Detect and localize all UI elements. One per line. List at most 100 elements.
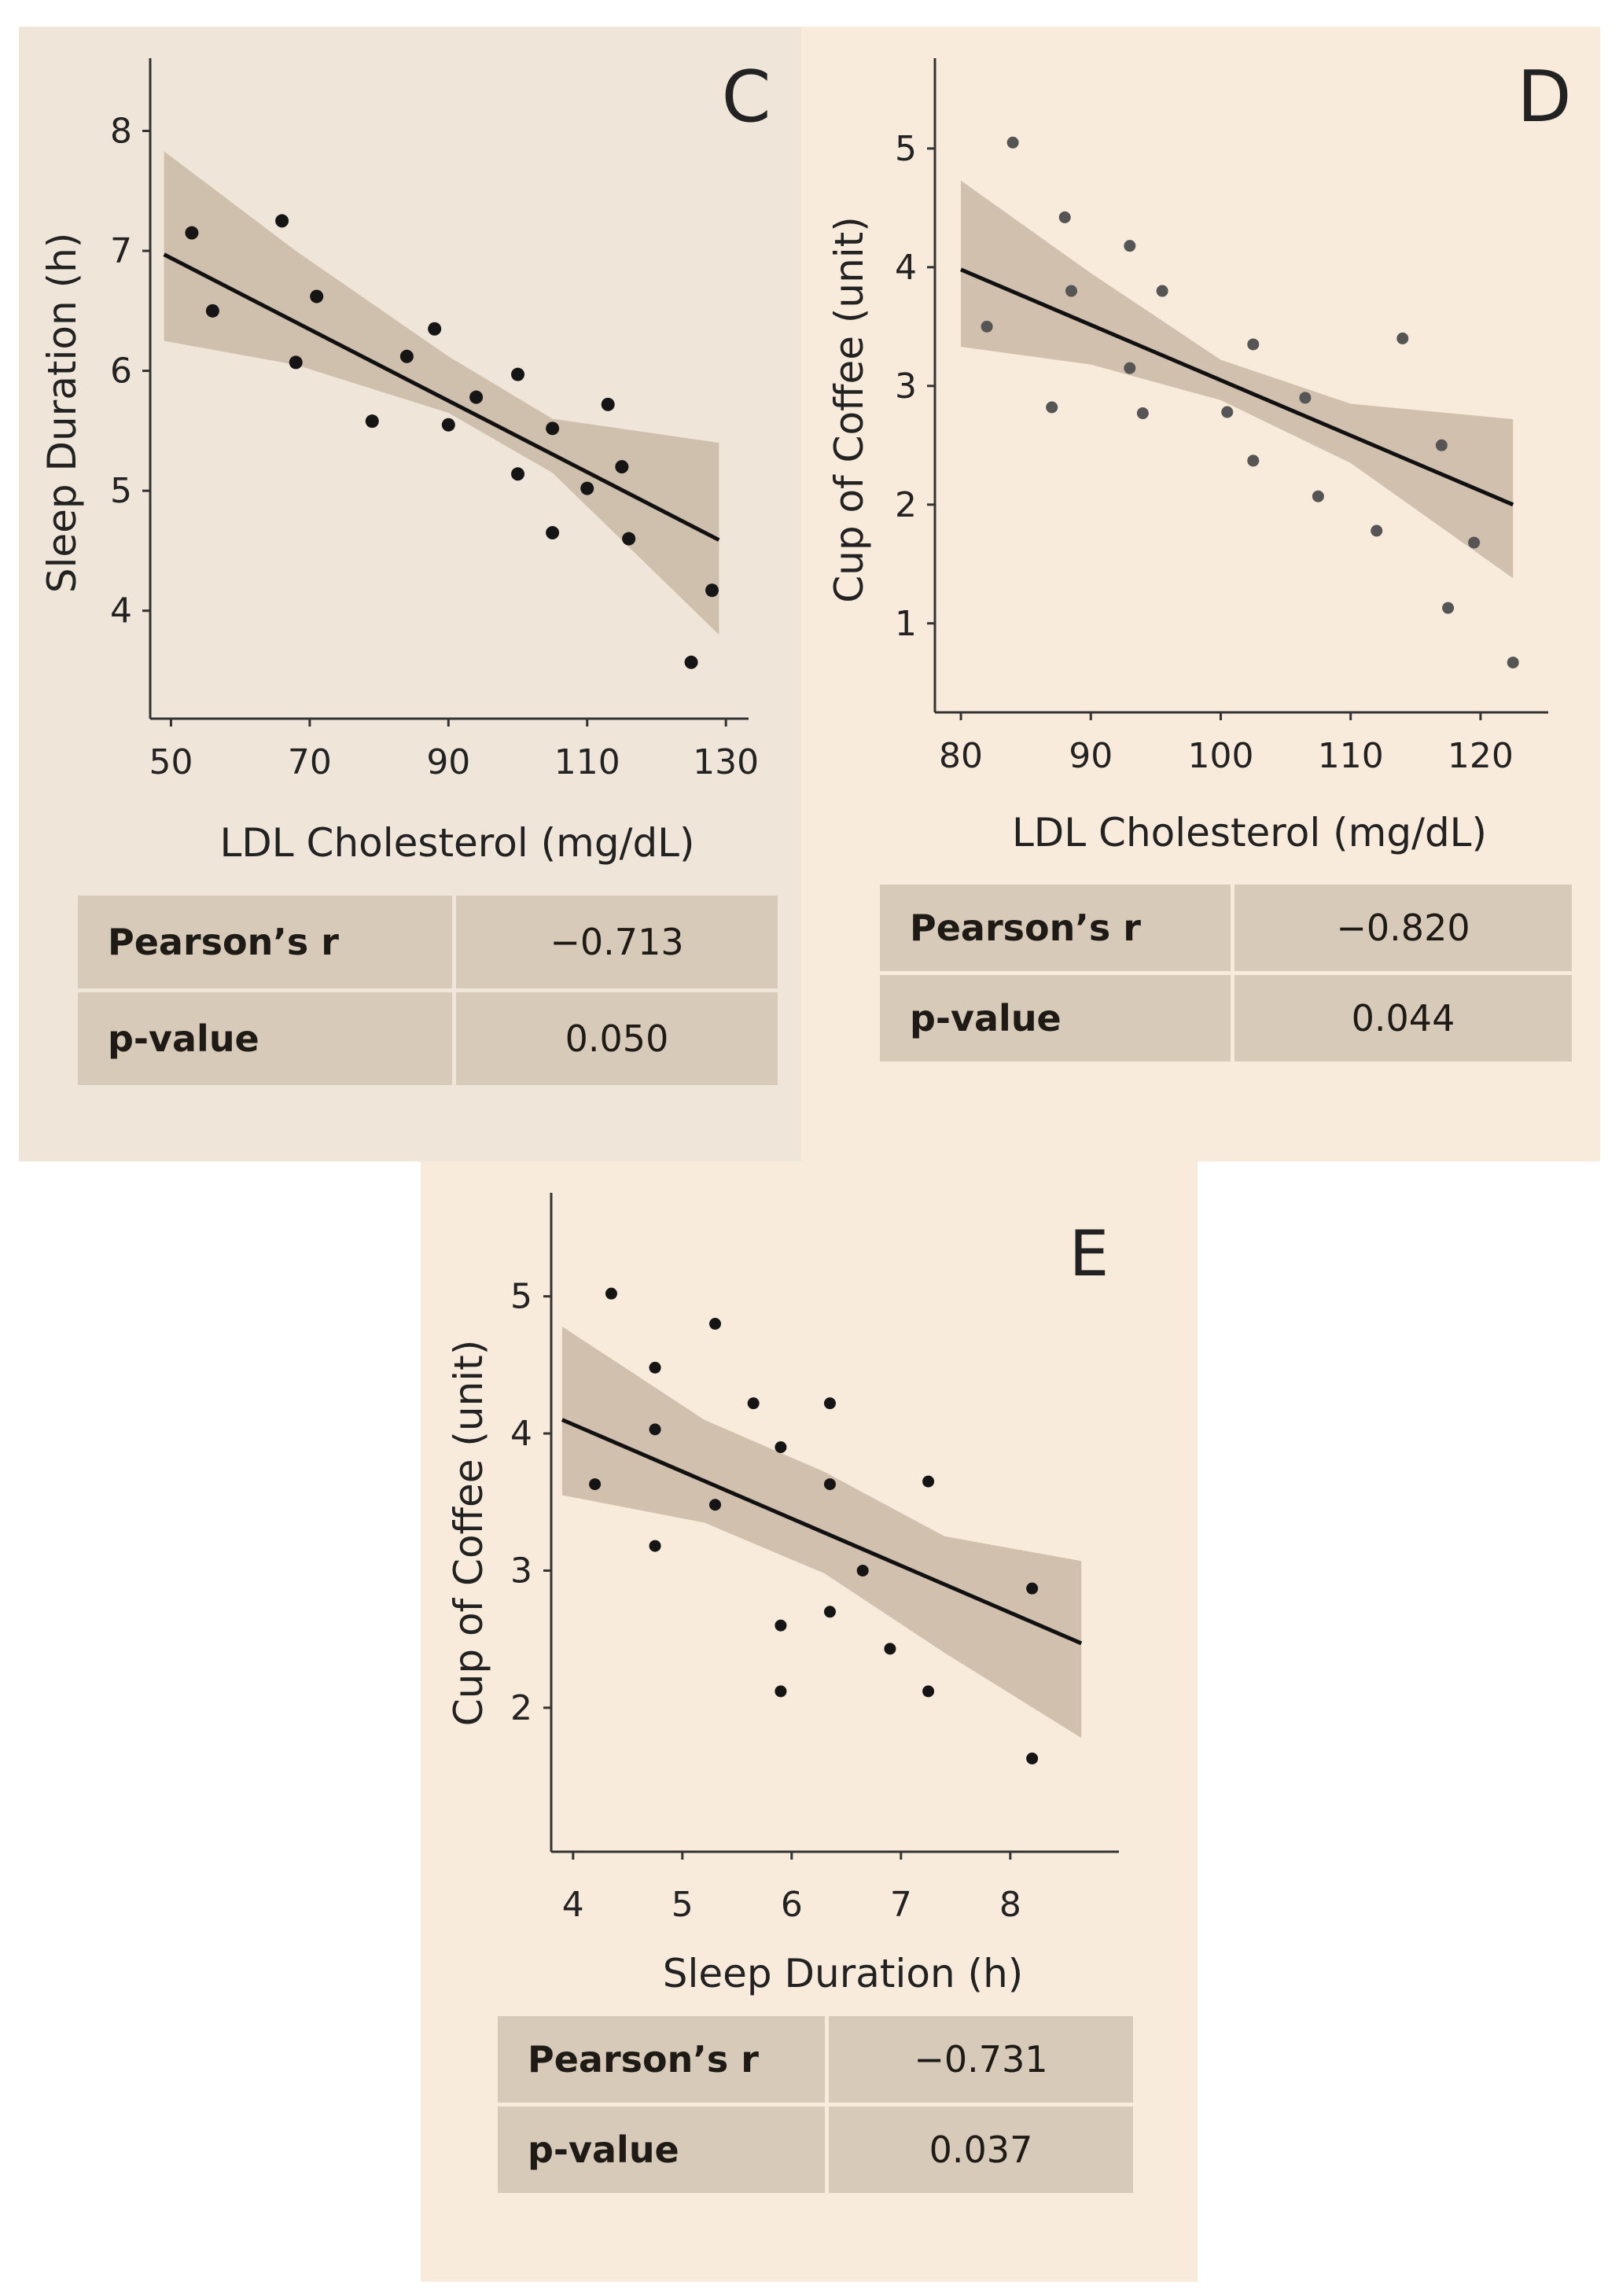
data-point <box>511 467 525 481</box>
data-point <box>705 583 719 598</box>
y-axis-label: Sleep Duration (h) <box>39 233 85 594</box>
data-point <box>1046 401 1058 414</box>
data-point <box>622 532 636 546</box>
confidence-band <box>961 180 1514 579</box>
data-point <box>649 1361 661 1374</box>
data-point <box>1026 1752 1039 1764</box>
y-tick-label: 6 <box>110 351 132 392</box>
data-point <box>275 214 289 228</box>
chart-e: 2 3 4 5 4 5 6 7 8 Sleep Duration (h) Cup of Coffee… <box>446 1193 1119 1996</box>
x-tick-label: 80 <box>939 736 983 776</box>
y-tick-label: 3 <box>510 1551 532 1591</box>
y-axis-label: Cup of Coffee (unit) <box>826 216 872 603</box>
data-point <box>185 226 199 240</box>
data-point <box>1065 285 1077 297</box>
x-tick-label: 90 <box>426 742 470 782</box>
x-tick-label: 50 <box>149 742 193 782</box>
panel-c: 4 5 6 7 8 50 70 90 110 130 LDL Cholesterol (mg/dL)… <box>19 27 801 1161</box>
data-point <box>601 397 615 411</box>
data-point <box>1299 392 1312 404</box>
pvalue-label: p-value <box>880 975 1231 1062</box>
data-point <box>775 1685 787 1698</box>
data-point <box>615 460 629 474</box>
confidence-band <box>164 151 719 635</box>
stats-table-c: Pearson’s r −0.713 p-value 0.050 <box>74 892 782 1089</box>
stats-row-pearson: Pearson’s r −0.713 <box>78 896 778 988</box>
data-point <box>775 1441 787 1453</box>
stats-table-e: Pearson’s r −0.731 p-value 0.037 <box>494 2012 1137 2197</box>
data-point <box>580 481 594 495</box>
pearson-label: Pearson’s r <box>78 896 452 988</box>
x-tick-label: 120 <box>1448 736 1514 776</box>
stats-row-pvalue: p-value 0.044 <box>880 975 1572 1062</box>
y-tick-label: 8 <box>110 112 132 152</box>
data-point <box>709 1499 722 1511</box>
data-point <box>981 320 993 333</box>
data-point <box>1124 240 1136 252</box>
x-tick-label: 90 <box>1069 736 1113 776</box>
data-point <box>289 355 303 370</box>
pvalue-value: 0.037 <box>829 2107 1133 2193</box>
stats-row-pearson: Pearson’s r −0.820 <box>880 885 1572 971</box>
chart-c: 4 5 6 7 8 50 70 90 110 130 LDL Cholesterol (mg/dL)… <box>39 56 771 866</box>
x-tick-label: 5 <box>672 1885 694 1925</box>
pvalue-label: p-value <box>498 2107 825 2193</box>
regression-line <box>960 267 1514 507</box>
data-point <box>856 1564 869 1577</box>
x-axis-label: Sleep Duration (h) <box>663 1951 1024 1996</box>
panel-letter: D <box>1517 56 1571 138</box>
panel-letter: E <box>1069 1217 1109 1290</box>
data-point <box>1442 602 1455 614</box>
pearson-value: −0.820 <box>1234 885 1572 971</box>
stats-row-pvalue: p-value 0.037 <box>498 2107 1133 2193</box>
regression-line <box>163 252 720 542</box>
data-point <box>605 1287 617 1300</box>
data-point <box>469 390 484 404</box>
x-tick-label: 110 <box>554 742 620 782</box>
y-tick-label: 5 <box>895 129 917 169</box>
y-tick-label: 2 <box>510 1688 532 1728</box>
data-point <box>649 1423 661 1436</box>
data-point <box>1247 338 1260 351</box>
y-axis-label: Cup of Coffee (unit) <box>446 1340 491 1727</box>
data-point <box>1136 407 1149 420</box>
y-tick-label: 3 <box>895 366 917 407</box>
pearson-value: −0.713 <box>456 896 778 988</box>
x-axis-label: LDL Cholesterol (mg/dL) <box>219 820 694 866</box>
y-tick-label: 2 <box>895 485 917 525</box>
data-point <box>511 367 525 381</box>
data-point <box>399 349 414 363</box>
y-tick-label: 4 <box>510 1414 532 1454</box>
data-point <box>1124 362 1136 374</box>
x-tick-label: 100 <box>1187 736 1253 776</box>
data-point <box>365 414 379 429</box>
panel-d: 1 2 3 4 5 80 90 100 110 120 LDL Cholesterol (mg/dL… <box>801 27 1600 1161</box>
data-point <box>709 1318 722 1330</box>
data-point <box>428 322 442 336</box>
y-tick-label: 4 <box>110 591 132 631</box>
data-point <box>1221 406 1234 418</box>
regression-line <box>561 1418 1083 1646</box>
data-point <box>1435 439 1448 451</box>
data-point <box>922 1685 935 1698</box>
data-point <box>649 1540 661 1552</box>
data-point <box>1468 536 1481 549</box>
data-point <box>823 1397 836 1410</box>
panel-e: 2 3 4 5 4 5 6 7 8 Sleep Duration (h) Cup of Coffee… <box>421 1161 1198 2282</box>
data-point <box>1156 285 1168 297</box>
x-tick-label: 7 <box>890 1885 912 1925</box>
data-point <box>1006 136 1019 149</box>
stats-row-pearson: Pearson’s r −0.731 <box>498 2016 1133 2103</box>
data-point <box>310 289 324 304</box>
data-point <box>441 418 455 432</box>
x-tick-label: 130 <box>693 742 759 782</box>
data-point <box>775 1619 787 1632</box>
data-point <box>1507 657 1519 669</box>
y-tick-label: 5 <box>110 471 132 511</box>
x-tick-label: 6 <box>781 1885 803 1925</box>
x-axis-label: LDL Cholesterol (mg/dL) <box>1012 810 1487 855</box>
stats-table-d: Pearson’s r −0.820 p-value 0.044 <box>876 881 1576 1065</box>
data-point <box>922 1475 935 1488</box>
data-point <box>1312 490 1324 502</box>
stats-row-pvalue: p-value 0.050 <box>78 992 778 1085</box>
